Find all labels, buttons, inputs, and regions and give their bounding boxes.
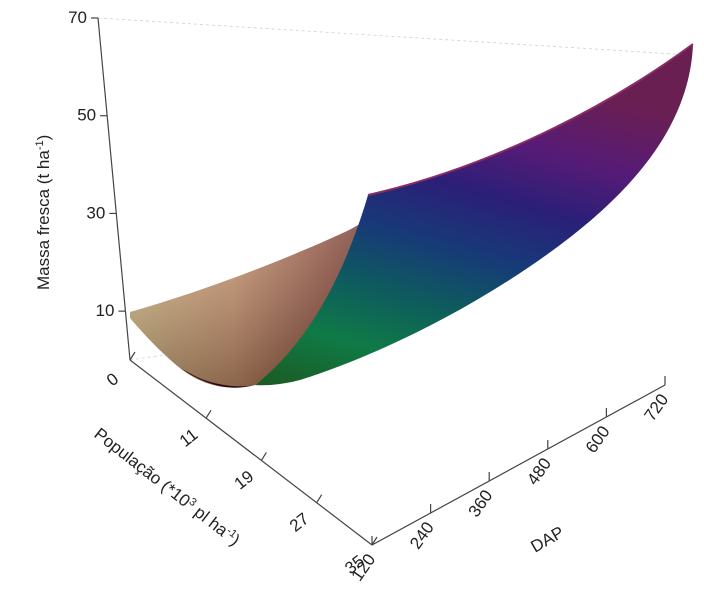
population-tick-label: 11: [176, 425, 202, 451]
z-axis-line: [97, 17, 131, 361]
population-tick-label: 0: [103, 369, 122, 390]
population-tick-label: 19: [231, 467, 258, 494]
surface-front-sheet: [255, 44, 693, 386]
dap-axis-title: DAP: [528, 523, 568, 557]
z-tick-label: 30: [86, 203, 105, 222]
population-tick-mark: [371, 536, 378, 546]
dap-axis-line: [371, 384, 666, 546]
z-axis-title: Massa fresca (t ha-1): [34, 135, 53, 290]
surface-back-shade: [130, 182, 428, 388]
population-axis-line: [129, 359, 373, 546]
population-axis-title: População (*103 pl ha-1): [91, 424, 244, 549]
population-tick-mark: [205, 409, 212, 419]
population-tick-mark: [129, 351, 136, 361]
z-tick-label: 50: [77, 106, 96, 125]
surface-front-edge: [367, 43, 694, 196]
population-tick-label: 27: [286, 509, 313, 536]
population-tick-mark: [260, 452, 267, 461]
z-tick-label: 10: [96, 301, 115, 320]
population-tick-mark: [316, 494, 323, 504]
z-axis: 10 30 50 70 Massa fresca (t ha-1): [34, 8, 131, 361]
z-tick-label: 70: [68, 8, 87, 27]
